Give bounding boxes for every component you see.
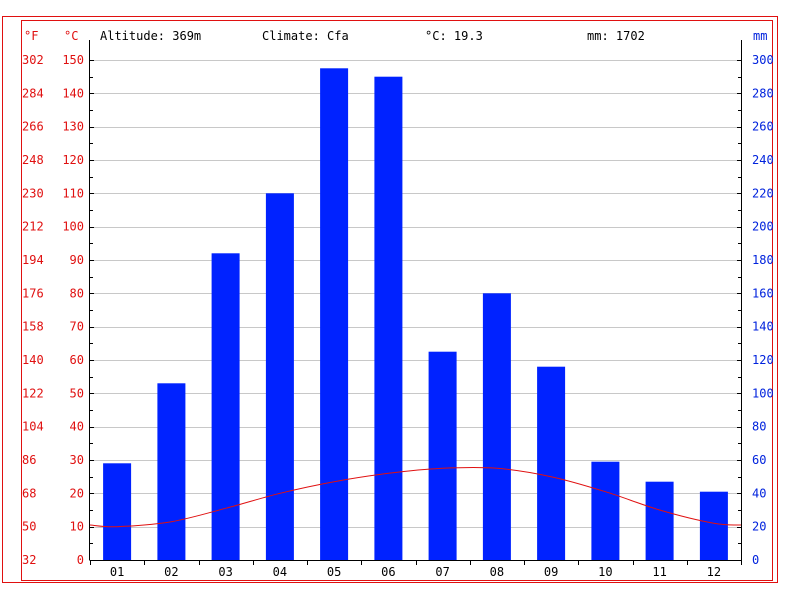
celsius-tick-label: 90 <box>70 253 84 267</box>
month-tick-label: 02 <box>164 565 178 579</box>
temperature-line <box>89 466 742 528</box>
mm-tick-label: 80 <box>752 420 766 434</box>
mm-tick-label: 120 <box>752 353 774 367</box>
axes <box>89 40 742 565</box>
fahrenheit-tick-label: 68 <box>22 486 36 500</box>
celsius-tick-label: 40 <box>70 420 84 434</box>
mm-tick-label: 100 <box>752 386 774 400</box>
celsius-tick-label: 60 <box>70 353 84 367</box>
mm-tick-label: 0 <box>752 553 759 567</box>
precip-bar <box>537 366 566 560</box>
precip-bar <box>482 293 511 560</box>
month-tick-label: 07 <box>435 565 449 579</box>
month-tick-label: 05 <box>327 565 341 579</box>
month-tick-label: 08 <box>490 565 504 579</box>
mm-tick-label: 140 <box>752 320 774 334</box>
precip-bar <box>591 461 620 560</box>
precip-bar <box>645 481 674 560</box>
celsius-tick-label: 30 <box>70 453 84 467</box>
precip-bar <box>428 351 457 560</box>
annual-precip-label: mm: 1702 <box>587 29 645 43</box>
fahrenheit-tick-label: 194 <box>22 253 44 267</box>
mm-tick-label: 20 <box>752 520 766 534</box>
precip-bar <box>265 193 294 561</box>
altitude-label: Altitude: 369m <box>100 29 201 43</box>
precip-bar <box>699 491 728 560</box>
month-tick-label: 10 <box>598 565 612 579</box>
celsius-tick-label: 0 <box>77 553 84 567</box>
celsius-unit-label: °C <box>64 29 78 43</box>
celsius-tick-label: 130 <box>62 120 84 134</box>
fahrenheit-tick-label: 50 <box>22 520 36 534</box>
fahrenheit-tick-label: 140 <box>22 353 44 367</box>
fahrenheit-tick-label: 302 <box>22 53 44 67</box>
mm-tick-label: 300 <box>752 53 774 67</box>
mm-tick-label: 160 <box>752 286 774 300</box>
fahrenheit-tick-label: 158 <box>22 320 44 334</box>
celsius-tick-label: 80 <box>70 286 84 300</box>
celsius-tick-label: 70 <box>70 320 84 334</box>
mm-tick-label: 200 <box>752 220 774 234</box>
fahrenheit-tick-label: 86 <box>22 453 36 467</box>
celsius-tick-label: 10 <box>70 520 84 534</box>
mm-tick-label: 280 <box>752 86 774 100</box>
precip-bar <box>103 463 132 560</box>
mm-tick-label: 240 <box>752 153 774 167</box>
fahrenheit-unit-label: °F <box>24 29 38 43</box>
celsius-tick-label: 120 <box>62 153 84 167</box>
fahrenheit-tick-label: 248 <box>22 153 44 167</box>
fahrenheit-tick-label: 32 <box>22 553 36 567</box>
gridlines <box>90 60 741 528</box>
climate-label: Climate: Cfa <box>262 29 349 43</box>
fahrenheit-tick-label: 284 <box>22 86 44 100</box>
month-tick-label: 09 <box>544 565 558 579</box>
fahrenheit-tick-label: 266 <box>22 120 44 134</box>
mean-temp-label: °C: 19.3 <box>425 29 483 43</box>
temperature-curve <box>89 466 742 528</box>
mm-tick-label: 220 <box>752 186 774 200</box>
inner-frame <box>21 20 773 581</box>
precipitation-bars <box>103 68 728 561</box>
mm-tick-label: 40 <box>752 486 766 500</box>
mm-tick-label: 180 <box>752 253 774 267</box>
month-tick-label: 03 <box>218 565 232 579</box>
fahrenheit-tick-label: 104 <box>22 420 44 434</box>
fahrenheit-tick-label: 230 <box>22 186 44 200</box>
fahrenheit-tick-label: 176 <box>22 286 44 300</box>
celsius-tick-label: 140 <box>62 86 84 100</box>
celsius-tick-label: 20 <box>70 486 84 500</box>
month-tick-label: 11 <box>652 565 666 579</box>
precip-bar <box>320 68 349 561</box>
month-tick-label: 01 <box>110 565 124 579</box>
month-tick-label: 12 <box>707 565 721 579</box>
celsius-tick-label: 150 <box>62 53 84 67</box>
mm-unit-label: mm <box>753 29 767 43</box>
celsius-tick-label: 110 <box>62 186 84 200</box>
precip-bar <box>157 383 186 560</box>
fahrenheit-tick-label: 122 <box>22 386 44 400</box>
month-tick-label: 06 <box>381 565 395 579</box>
outer-frame <box>2 16 778 583</box>
mm-tick-label: 260 <box>752 120 774 134</box>
precip-bar <box>374 76 403 560</box>
fahrenheit-tick-label: 212 <box>22 220 44 234</box>
month-tick-label: 04 <box>273 565 287 579</box>
mm-tick-label: 60 <box>752 453 766 467</box>
precip-bar <box>211 253 240 561</box>
celsius-tick-label: 100 <box>62 220 84 234</box>
celsius-tick-label: 50 <box>70 386 84 400</box>
